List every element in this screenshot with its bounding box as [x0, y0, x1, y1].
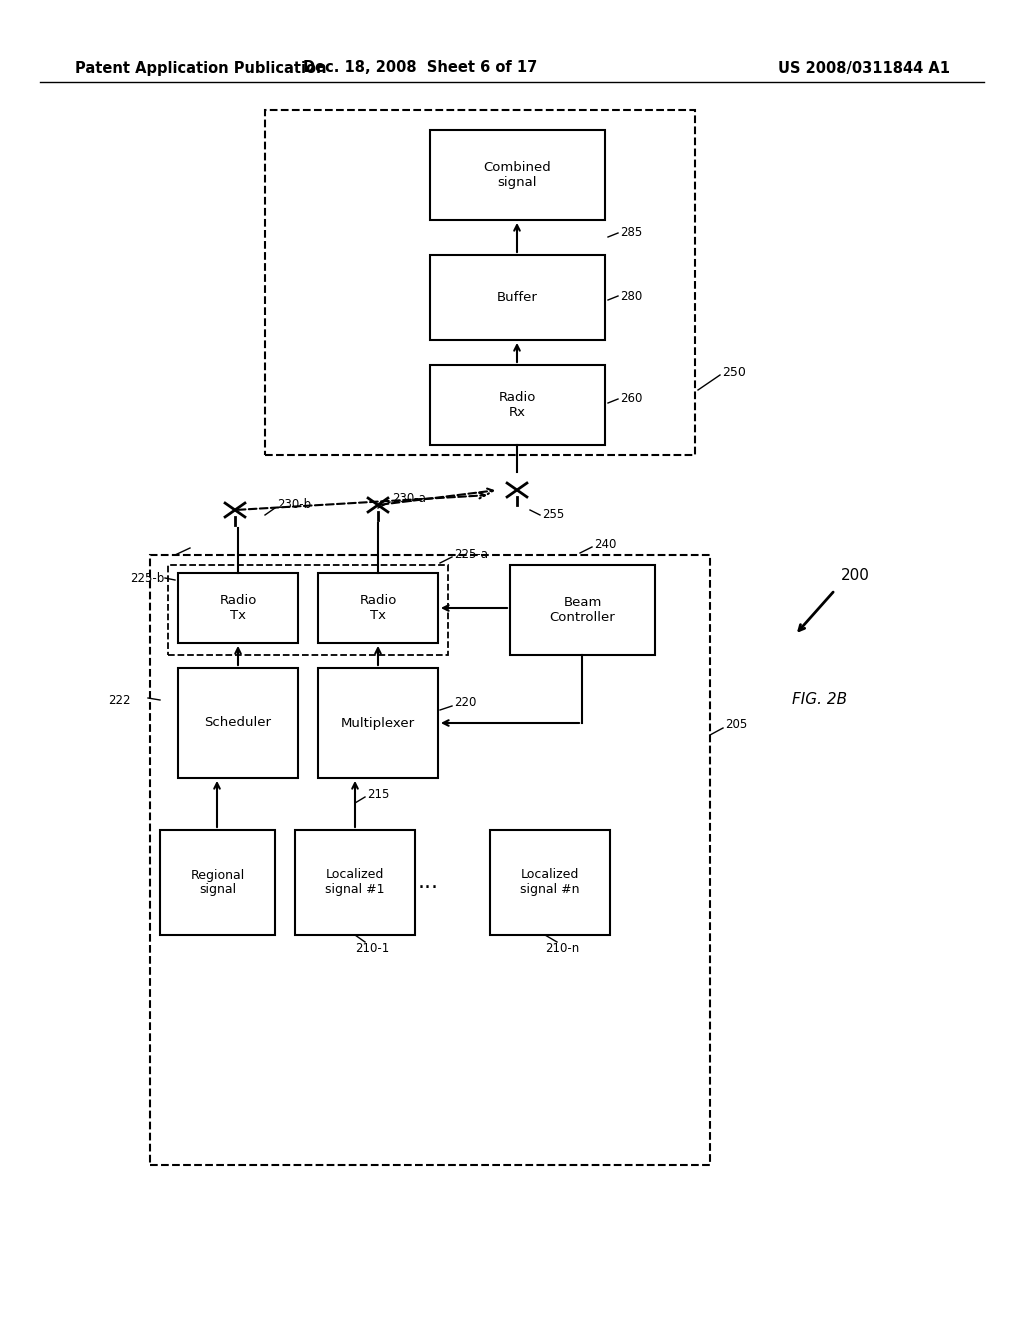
Bar: [430, 255, 605, 341]
Bar: [318, 668, 438, 777]
Text: 285: 285: [620, 227, 642, 239]
Text: 225-a: 225-a: [454, 548, 488, 561]
Text: Scheduler: Scheduler: [205, 717, 271, 730]
Text: 240: 240: [594, 537, 616, 550]
Bar: [295, 830, 415, 935]
Text: Dec. 18, 2008  Sheet 6 of 17: Dec. 18, 2008 Sheet 6 of 17: [303, 61, 538, 75]
Text: 280: 280: [620, 289, 642, 302]
Text: Radio
Rx: Radio Rx: [499, 391, 537, 418]
Text: Localized
signal #n: Localized signal #n: [520, 869, 580, 896]
Bar: [160, 830, 275, 935]
Text: 205: 205: [725, 718, 748, 731]
Bar: [318, 573, 438, 643]
Bar: [510, 565, 655, 655]
Text: 210-1: 210-1: [355, 941, 389, 954]
Bar: [490, 830, 610, 935]
Text: US 2008/0311844 A1: US 2008/0311844 A1: [778, 61, 950, 75]
Text: Radio
Tx: Radio Tx: [219, 594, 257, 622]
Bar: [178, 668, 298, 777]
Text: Combined
signal: Combined signal: [483, 161, 551, 189]
Text: 230-a: 230-a: [392, 492, 426, 506]
Bar: [430, 129, 605, 220]
Text: Buffer: Buffer: [497, 290, 538, 304]
Bar: [178, 573, 298, 643]
Text: Regional
signal: Regional signal: [190, 869, 245, 896]
Bar: [150, 554, 710, 1166]
Text: 230-b: 230-b: [278, 499, 311, 511]
Text: Radio
Tx: Radio Tx: [359, 594, 396, 622]
Text: Beam
Controller: Beam Controller: [550, 597, 615, 624]
Bar: [168, 565, 449, 655]
Bar: [265, 110, 695, 455]
Text: 250: 250: [722, 366, 745, 379]
Text: 215: 215: [367, 788, 389, 800]
Text: Localized
signal #1: Localized signal #1: [326, 869, 385, 896]
Text: FIG. 2B: FIG. 2B: [793, 693, 848, 708]
Text: ...: ...: [418, 873, 438, 892]
Text: 255: 255: [542, 508, 564, 521]
Bar: [430, 366, 605, 445]
Text: 210-n: 210-n: [545, 941, 580, 954]
Text: Patent Application Publication: Patent Application Publication: [75, 61, 327, 75]
Text: 220: 220: [454, 697, 476, 710]
Text: 222: 222: [108, 693, 130, 706]
Text: 260: 260: [620, 392, 642, 405]
Text: 200: 200: [841, 568, 869, 582]
Text: Multiplexer: Multiplexer: [341, 717, 415, 730]
Text: 225-b: 225-b: [130, 572, 164, 585]
